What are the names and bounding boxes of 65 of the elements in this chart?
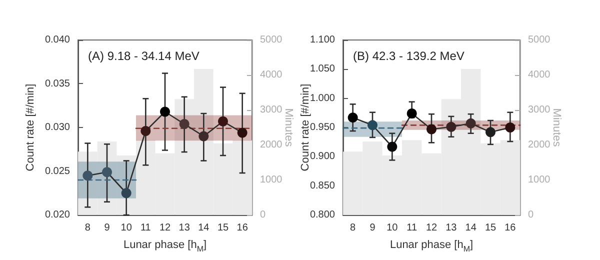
y2-tick-label: 1000 xyxy=(260,174,283,186)
point xyxy=(179,119,190,129)
y2-tick-label: 0 xyxy=(260,210,266,220)
x-tick-label: 14 xyxy=(465,222,477,234)
point xyxy=(198,131,209,142)
y-tick-label: 0.025 xyxy=(44,166,70,177)
x-tick-label: 13 xyxy=(178,222,190,234)
y2-tick-label: 5000 xyxy=(528,34,551,46)
y2-tick-label: 0 xyxy=(528,210,534,220)
x-tick-label: 16 xyxy=(236,222,248,234)
y-axis-title: Count rate [#/min] xyxy=(300,84,312,172)
y-tick-label: 0.850 xyxy=(310,180,336,192)
annotation: (A) 9.18 - 34.14 MeV xyxy=(88,49,200,63)
point xyxy=(348,112,358,123)
x-tick-label: 10 xyxy=(120,222,132,234)
point xyxy=(446,122,456,132)
y-tick-label: 0.900 xyxy=(310,151,336,162)
point xyxy=(466,118,476,128)
x-tick-label: 11 xyxy=(406,222,418,234)
y-tick-label: 0.035 xyxy=(44,78,70,90)
y-tick-label: 1.050 xyxy=(310,64,336,75)
y-axis-title: Count rate [#/min] xyxy=(24,84,36,172)
annotation: (B) 42.3 - 139.2 MeV xyxy=(353,49,464,63)
point xyxy=(505,122,516,132)
y-tick-label: 1.000 xyxy=(310,92,336,104)
y2-tick-label: 4000 xyxy=(260,70,283,80)
point xyxy=(237,128,248,138)
y2-tick-label: 2000 xyxy=(528,140,551,150)
point xyxy=(140,126,151,136)
x-tick-label: 9 xyxy=(104,222,110,234)
y2-tick-label: 4000 xyxy=(528,70,551,80)
y2-tick-label: 5000 xyxy=(260,34,283,46)
x-tick-label: 8 xyxy=(84,222,91,234)
y-tick-label: 0.020 xyxy=(44,210,70,220)
x-tick-label: 12 xyxy=(159,222,171,234)
x-tick-label: 14 xyxy=(198,222,210,234)
point xyxy=(486,127,496,138)
x-tick-label: 12 xyxy=(426,222,438,234)
x-tick-label: 9 xyxy=(370,222,376,234)
point xyxy=(121,188,132,198)
x-tick-label: 8 xyxy=(350,222,356,234)
point xyxy=(218,116,228,126)
y2-axis-title: Minutes xyxy=(282,108,294,148)
y-tick-label: 0.030 xyxy=(44,122,70,133)
point xyxy=(82,170,93,181)
y-tick-label: 0.040 xyxy=(44,34,70,46)
y-tick-label: 0.800 xyxy=(310,210,336,220)
point xyxy=(387,142,398,152)
point xyxy=(426,124,436,134)
point xyxy=(160,106,170,117)
point xyxy=(368,120,378,130)
x-tick-label: 13 xyxy=(446,222,458,234)
y-tick-label: 1.100 xyxy=(310,34,336,46)
y2-axis-title: Minutes xyxy=(550,108,562,148)
x-tick-label: 16 xyxy=(504,222,516,234)
x-tick-label: 10 xyxy=(386,222,398,234)
y-tick-label: 0.950 xyxy=(310,122,336,133)
x-tick-label: 11 xyxy=(140,222,152,234)
y2-tick-label: 2000 xyxy=(260,140,283,150)
y2-tick-label: 3000 xyxy=(528,104,551,116)
y2-tick-label: 3000 xyxy=(260,104,283,116)
y2-tick-label: 1000 xyxy=(528,174,551,186)
x-tick-label: 15 xyxy=(484,222,496,234)
x-tick-label: 15 xyxy=(217,222,229,234)
point xyxy=(102,167,112,178)
